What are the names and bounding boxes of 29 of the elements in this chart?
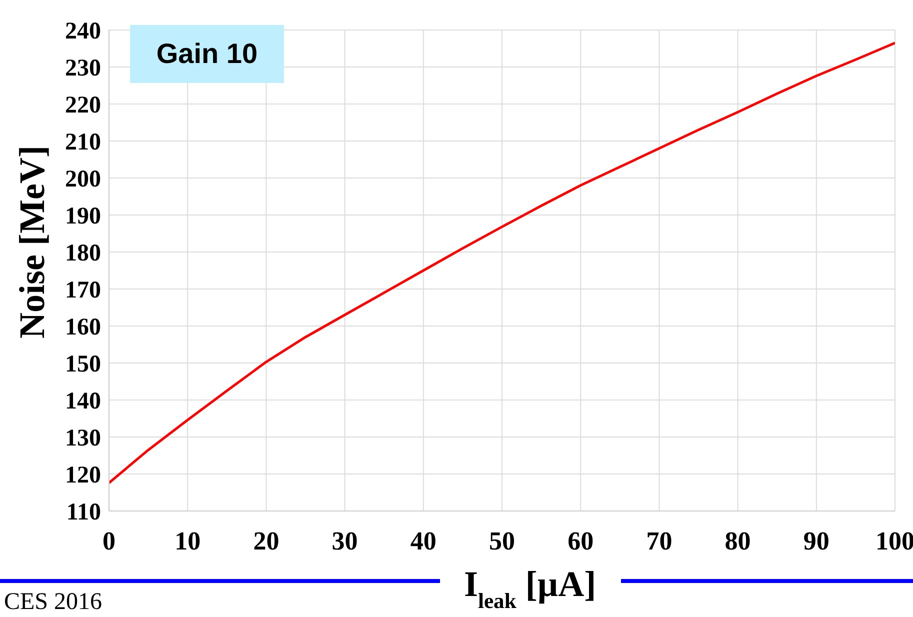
x-tick-label: 80 <box>724 526 751 556</box>
x-tick-label: 90 <box>803 526 830 556</box>
x-tick-label: 60 <box>568 526 594 556</box>
x-tick-label: 50 <box>489 526 515 556</box>
text: CES 2016 <box>4 588 102 616</box>
y-tick-label: 200 <box>65 166 101 193</box>
x-tick-label: 30 <box>332 526 358 556</box>
y-tick-label: 160 <box>65 314 101 341</box>
line-series <box>109 42 895 484</box>
y-tick-label: 230 <box>65 56 101 82</box>
y-tick-label: 180 <box>65 240 101 267</box>
y-tick-label: 150 <box>65 352 101 378</box>
y-tick-label: 240 <box>65 18 101 45</box>
x-tick-label: 40 <box>410 526 436 556</box>
y-tick-label: 140 <box>65 388 101 415</box>
x-tick-label: 10 <box>174 526 201 556</box>
x-axis-title: I$_{leak}$ [µA] <box>464 564 596 613</box>
x-tick-label: 70 <box>646 526 672 556</box>
y-tick-label: 110 <box>66 500 101 526</box>
x-tick-label: 0 <box>102 526 116 556</box>
x-tick-label: 20 <box>253 526 280 556</box>
y-axis-title: Noise [MeV] <box>12 146 52 338</box>
y-tick-label: 220 <box>65 92 101 119</box>
y-tick-label: 190 <box>65 204 101 230</box>
y-tick-label: 210 <box>65 130 101 156</box>
annotation: Gain 10 <box>130 25 284 83</box>
y-tick-label: 170 <box>65 278 101 304</box>
y-tick-label: 130 <box>65 426 101 452</box>
y-tick-label: 120 <box>65 462 101 489</box>
